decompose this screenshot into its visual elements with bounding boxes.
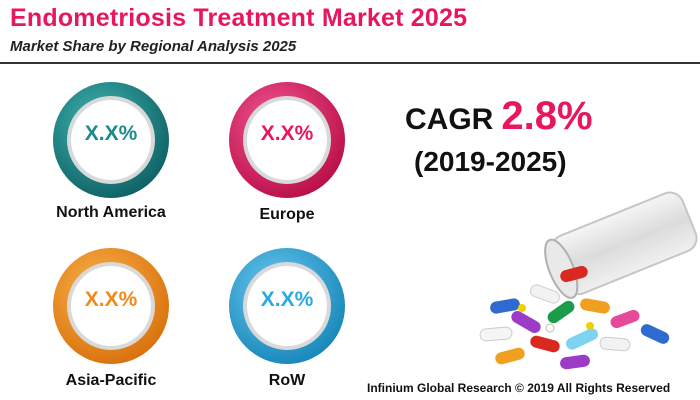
copyright-footer: Infinium Global Research © 2019 All Righ…: [367, 381, 671, 395]
region-ring-north-america: X.X%: [51, 80, 171, 200]
cagr-label: CAGR: [405, 103, 494, 136]
ring-graphic: [229, 248, 345, 364]
header-divider: [0, 62, 700, 64]
region-value: X.X%: [84, 122, 138, 145]
region-label-row: RoW: [268, 372, 306, 389]
region-ring-europe: X.X%: [227, 80, 347, 200]
cagr-block: CAGR 2.8%: [405, 94, 593, 139]
region-ring-asia-pacific: X.X%: [51, 246, 171, 366]
region-value: X.X%: [84, 288, 138, 311]
region-label-asia-pacific: Asia-Pacific: [65, 372, 157, 389]
region-value: X.X%: [260, 122, 314, 145]
region-label-north-america: North America: [56, 204, 166, 221]
ring-graphic: [53, 82, 169, 198]
ring-graphic: [53, 248, 169, 364]
cagr-period: (2019-2025): [414, 146, 567, 177]
chart-title: Endometriosis Treatment Market 2025: [10, 4, 468, 32]
region-value: X.X%: [260, 288, 314, 311]
region-label-europe: Europe: [259, 206, 315, 223]
chart-subtitle: Market Share by Regional Analysis 2025: [10, 38, 297, 55]
region-ring-row: X.X%: [227, 246, 347, 366]
pill-bottle-illustration: [479, 191, 698, 370]
ring-graphic: [229, 82, 345, 198]
cagr-value: 2.8%: [501, 94, 593, 138]
